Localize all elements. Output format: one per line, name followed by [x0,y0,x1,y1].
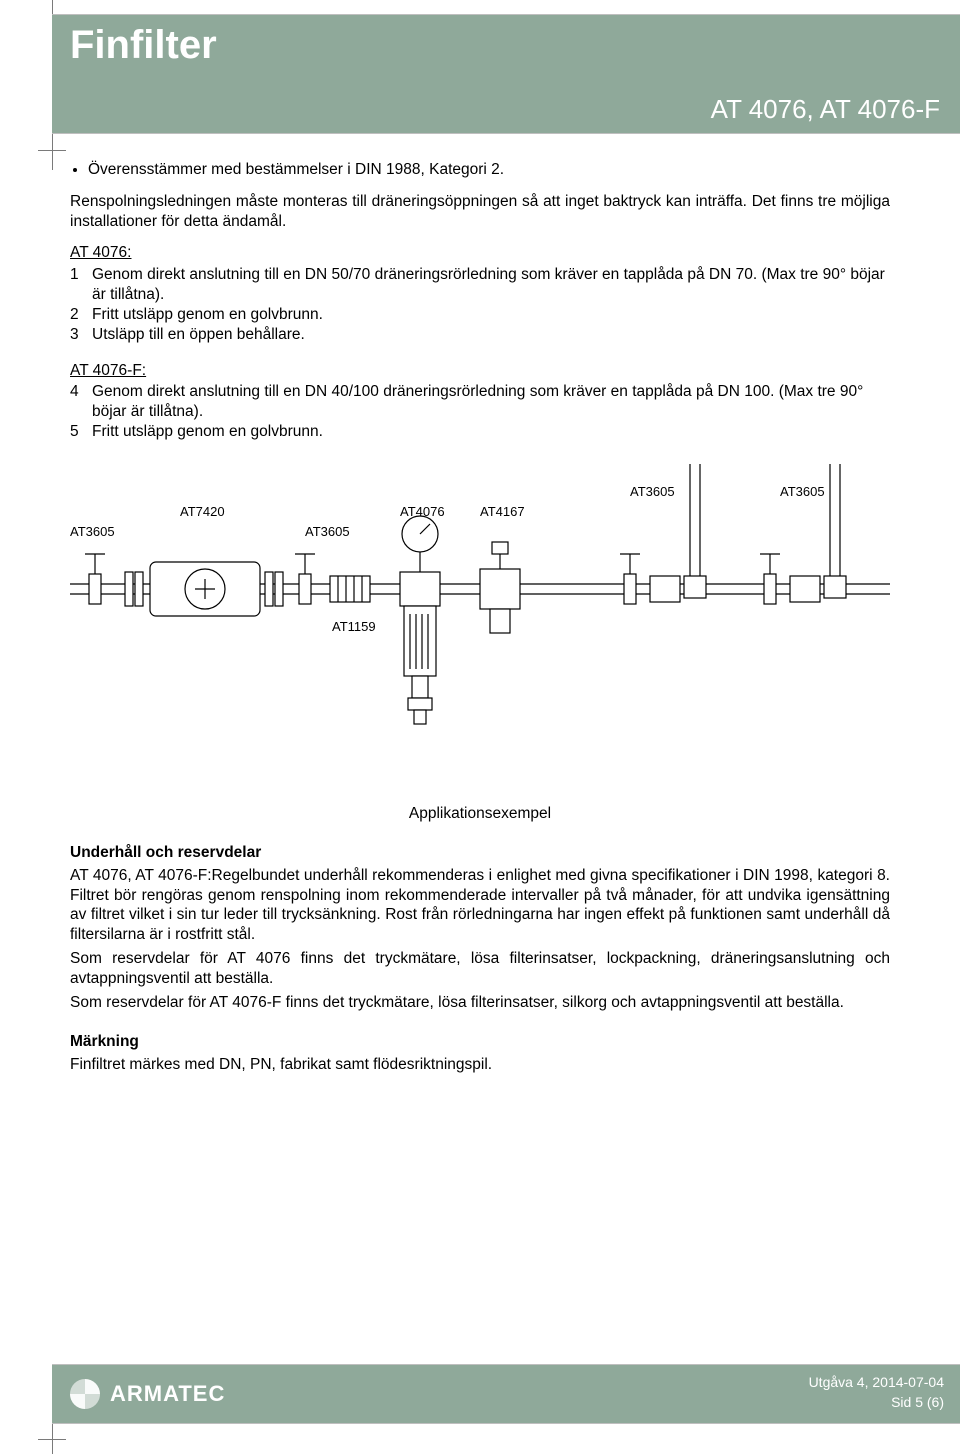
page-subtitle: AT 4076, AT 4076-F [711,94,940,125]
list-text: Utsläpp till en öppen behållare. [92,325,305,345]
crop-cross-v-upper [52,134,53,170]
header-band: Finfilter AT 4076, AT 4076-F [52,14,960,134]
diagram-label-at4076: AT4076 [400,504,445,519]
at4076-heading: AT 4076: [70,244,131,261]
list-text: Genom direkt anslutning till en DN 40/10… [92,382,890,422]
maintenance-heading: Underhåll och reservdelar [70,844,890,862]
maintenance-para3: Som reservdelar för AT 4076-F finns det … [70,993,890,1013]
at4076-item: 3Utsläpp till en öppen behållare. [70,325,890,345]
intro-paragraph: Renspolningsledningen måste monteras til… [70,192,890,232]
list-number: 4 [70,382,92,422]
list-text: Genom direkt anslutning till en DN 50/70… [92,265,890,305]
maintenance-para2: Som reservdelar för AT 4076 finns det tr… [70,949,890,989]
footer-brand: ARMATEC [110,1381,225,1407]
list-number: 2 [70,305,92,325]
diagram-caption: Applikationsexempel [70,804,890,824]
armatec-logo-icon [68,1377,102,1411]
at4076f-item: 5Fritt utsläpp genom en golvbrunn. [70,422,890,442]
list-text: Fritt utsläpp genom en golvbrunn. [92,422,323,442]
at4076f-list: 4Genom direkt anslutning till en DN 40/1… [70,382,890,441]
at4076-item: 1Genom direkt anslutning till en DN 50/7… [70,265,890,305]
page-title: Finfilter [70,23,217,68]
list-number: 3 [70,325,92,345]
maintenance-para1: AT 4076, AT 4076-F:Regelbundet underhåll… [70,866,890,945]
diagram-label-at3605-left: AT3605 [70,524,115,539]
list-number: 1 [70,265,92,305]
diagram-label-at7420: AT7420 [180,504,225,519]
diagram-label-at3605-r1: AT3605 [630,484,675,499]
list-number: 5 [70,422,92,442]
diagram-label-at3605-mid: AT3605 [305,524,350,539]
diagram-label-at3605-r2: AT3605 [780,484,825,499]
at4076f-item: 4Genom direkt anslutning till en DN 40/1… [70,382,890,422]
at4076f-heading: AT 4076-F: [70,362,146,379]
crop-tick-top [52,0,53,14]
list-text: Fritt utsläpp genom en golvbrunn. [92,305,323,325]
at4076-list: 1Genom direkt anslutning till en DN 50/7… [70,265,890,344]
footer-edition: Utgåva 4, 2014-07-04 [809,1373,944,1393]
footer-meta: Utgåva 4, 2014-07-04 Sid 5 (6) [809,1373,944,1412]
at4076-item: 2Fritt utsläpp genom en golvbrunn. [70,305,890,325]
diagram-label-at4167: AT4167 [480,504,525,519]
footer-band: ARMATEC Utgåva 4, 2014-07-04 Sid 5 (6) [52,1364,960,1424]
footer-page: Sid 5 (6) [809,1393,944,1413]
content-area: Överensstämmer med bestämmelser i DIN 19… [70,160,890,1086]
diagram-label-at1159: AT1159 [332,619,376,634]
marking-para: Finfiltret märkes med DN, PN, fabrikat s… [70,1055,890,1075]
schematic-diagram: AT3605 AT7420 AT3605 AT4076 AT4167 AT360… [70,454,890,794]
intro-bullets: Överensstämmer med bestämmelser i DIN 19… [70,160,890,180]
marking-heading: Märkning [70,1033,890,1051]
footer-logo: ARMATEC [68,1377,225,1411]
intro-bullet: Överensstämmer med bestämmelser i DIN 19… [88,160,890,180]
